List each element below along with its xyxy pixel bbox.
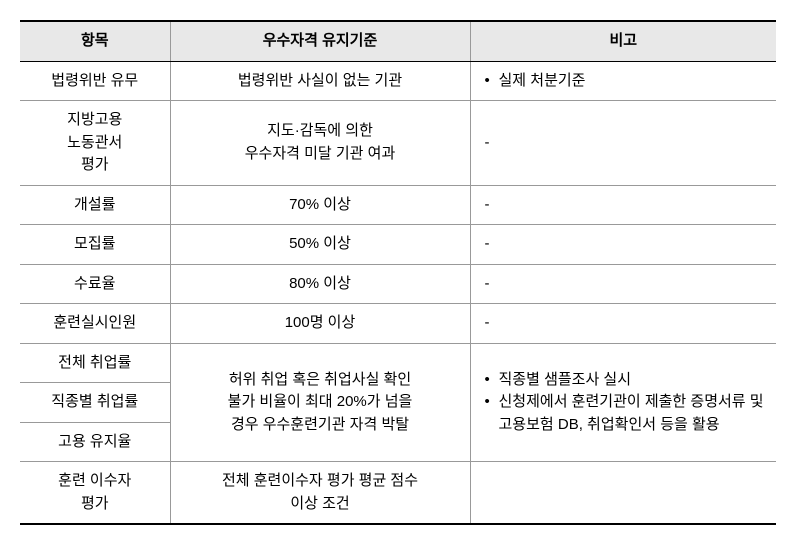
cell-standard: 전체 훈련이수자 평가 평균 점수 이상 조건 xyxy=(170,462,470,525)
cell-item: 직종별 취업률 xyxy=(20,383,170,423)
standard-line: 이상 조건 xyxy=(181,493,460,516)
cell-standard: 70% 이상 xyxy=(170,185,470,225)
cell-note: - xyxy=(470,264,776,304)
cell-item: 수료율 xyxy=(20,264,170,304)
item-line: 지방고용 xyxy=(30,109,160,132)
cell-standard: 80% 이상 xyxy=(170,264,470,304)
cell-item: 지방고용 노동관서 평가 xyxy=(20,101,170,186)
header-item: 항목 xyxy=(20,21,170,61)
cell-item: 고용 유지율 xyxy=(20,422,170,462)
cell-note: - xyxy=(470,185,776,225)
table-row: 훈련실시인원 100명 이상 - xyxy=(20,304,776,344)
cell-standard: 100명 이상 xyxy=(170,304,470,344)
cell-item: 개설률 xyxy=(20,185,170,225)
cell-standard-merged: 허위 취업 혹은 취업사실 확인 불가 비율이 최대 20%가 넘을 경우 우수… xyxy=(170,343,470,462)
table-row: 법령위반 유무 법령위반 사실이 없는 기관 실제 처분기준 xyxy=(20,61,776,101)
note-bullet: 신청제에서 훈련기관이 제출한 증명서류 및 고용보험 DB, 취업확인서 등을… xyxy=(485,391,767,436)
cell-note-merged: 직종별 샘플조사 실시 신청제에서 훈련기관이 제출한 증명서류 및 고용보험 … xyxy=(470,343,776,462)
cell-item: 훈련실시인원 xyxy=(20,304,170,344)
item-line: 노동관서 xyxy=(30,132,160,155)
item-line: 훈련 이수자 xyxy=(30,470,160,493)
cell-note xyxy=(470,462,776,525)
note-bullet: 실제 처분기준 xyxy=(485,70,767,93)
cell-note: - xyxy=(470,304,776,344)
table-row: 전체 취업률 허위 취업 혹은 취업사실 확인 불가 비율이 최대 20%가 넘… xyxy=(20,343,776,383)
cell-note: 실제 처분기준 xyxy=(470,61,776,101)
cell-standard: 지도·감독에 의한 우수자격 미달 기관 여과 xyxy=(170,101,470,186)
criteria-table: 항목 우수자격 유지기준 비고 법령위반 유무 법령위반 사실이 없는 기관 실… xyxy=(20,20,776,525)
standard-line: 경우 우수훈련기관 자격 박탈 xyxy=(181,414,460,437)
cell-item: 모집률 xyxy=(20,225,170,265)
standard-line: 우수자격 미달 기관 여과 xyxy=(181,143,460,166)
cell-item: 훈련 이수자 평가 xyxy=(20,462,170,525)
table-header-row: 항목 우수자격 유지기준 비고 xyxy=(20,21,776,61)
standard-line: 허위 취업 혹은 취업사실 확인 xyxy=(181,369,460,392)
item-line: 평가 xyxy=(30,154,160,177)
cell-standard: 법령위반 사실이 없는 기관 xyxy=(170,61,470,101)
header-note: 비고 xyxy=(470,21,776,61)
header-standard: 우수자격 유지기준 xyxy=(170,21,470,61)
cell-note: - xyxy=(470,101,776,186)
cell-item: 법령위반 유무 xyxy=(20,61,170,101)
standard-line: 불가 비율이 최대 20%가 넘을 xyxy=(181,391,460,414)
cell-note: - xyxy=(470,225,776,265)
standard-line: 지도·감독에 의한 xyxy=(181,120,460,143)
table-row: 훈련 이수자 평가 전체 훈련이수자 평가 평균 점수 이상 조건 xyxy=(20,462,776,525)
cell-item: 전체 취업률 xyxy=(20,343,170,383)
table-row: 모집률 50% 이상 - xyxy=(20,225,776,265)
cell-standard: 50% 이상 xyxy=(170,225,470,265)
table-row: 개설률 70% 이상 - xyxy=(20,185,776,225)
table-row: 수료율 80% 이상 - xyxy=(20,264,776,304)
note-bullet: 직종별 샘플조사 실시 xyxy=(485,369,767,392)
item-line: 평가 xyxy=(30,493,160,516)
standard-line: 전체 훈련이수자 평가 평균 점수 xyxy=(181,470,460,493)
table-row: 지방고용 노동관서 평가 지도·감독에 의한 우수자격 미달 기관 여과 - xyxy=(20,101,776,186)
